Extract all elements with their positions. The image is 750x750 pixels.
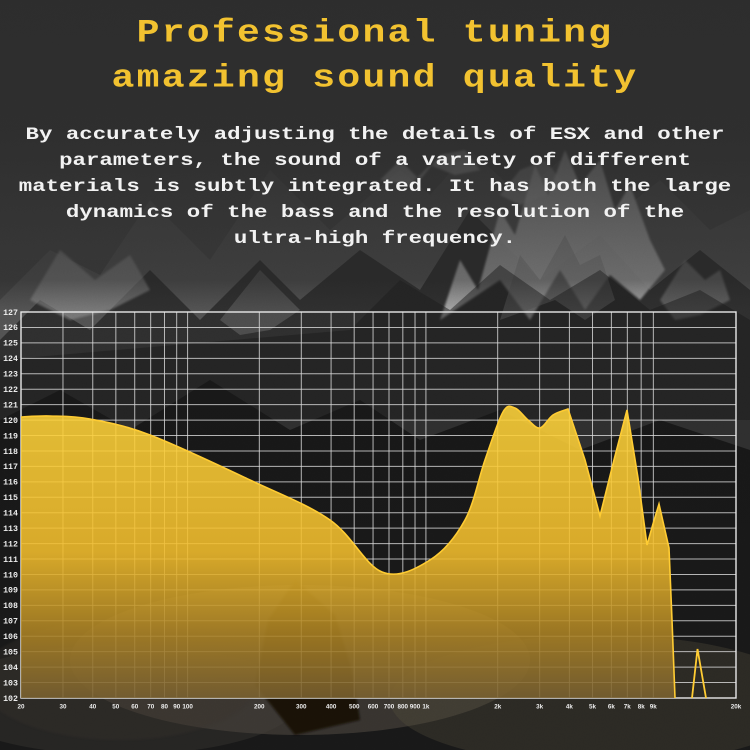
svg-text:200: 200 <box>254 704 265 711</box>
svg-text:5k: 5k <box>589 704 597 711</box>
svg-text:111: 111 <box>3 556 18 565</box>
svg-text:600: 600 <box>368 704 379 711</box>
svg-text:70: 70 <box>147 704 155 711</box>
svg-text:800: 800 <box>398 704 409 711</box>
svg-text:3k: 3k <box>536 704 544 711</box>
svg-text:104: 104 <box>3 664 18 673</box>
svg-text:124: 124 <box>3 355 18 364</box>
svg-text:6k: 6k <box>608 704 616 711</box>
svg-text:8k: 8k <box>638 704 646 711</box>
svg-text:123: 123 <box>3 371 18 380</box>
svg-text:700: 700 <box>384 704 395 711</box>
svg-text:110: 110 <box>3 571 18 580</box>
svg-text:20k: 20k <box>731 704 742 711</box>
svg-text:60: 60 <box>131 704 139 711</box>
svg-text:127: 127 <box>3 309 18 318</box>
svg-text:103: 103 <box>3 679 18 688</box>
svg-text:1k: 1k <box>422 704 430 711</box>
svg-text:2k: 2k <box>494 704 502 711</box>
svg-text:4k: 4k <box>566 704 574 711</box>
svg-text:105: 105 <box>3 649 18 658</box>
svg-text:118: 118 <box>3 448 18 457</box>
svg-text:106: 106 <box>3 633 18 642</box>
svg-text:100: 100 <box>182 704 193 711</box>
svg-text:116: 116 <box>3 479 18 488</box>
svg-text:80: 80 <box>161 704 169 711</box>
svg-text:119: 119 <box>3 432 18 441</box>
svg-text:117: 117 <box>3 463 18 472</box>
svg-text:115: 115 <box>3 494 18 503</box>
svg-text:102: 102 <box>3 695 18 704</box>
svg-text:90: 90 <box>173 704 181 711</box>
svg-text:30: 30 <box>59 704 67 711</box>
svg-text:108: 108 <box>3 602 18 611</box>
svg-text:126: 126 <box>3 324 18 333</box>
svg-text:120: 120 <box>3 417 18 426</box>
svg-text:300: 300 <box>296 704 307 711</box>
svg-text:500: 500 <box>349 704 360 711</box>
svg-text:114: 114 <box>3 510 18 519</box>
svg-text:122: 122 <box>3 386 18 395</box>
svg-text:40: 40 <box>89 704 97 711</box>
svg-text:112: 112 <box>3 540 18 549</box>
svg-text:20: 20 <box>17 704 25 711</box>
svg-text:113: 113 <box>3 525 18 534</box>
svg-text:9k: 9k <box>650 704 658 711</box>
svg-text:107: 107 <box>3 618 18 627</box>
svg-text:400: 400 <box>326 704 337 711</box>
svg-text:50: 50 <box>112 704 120 711</box>
svg-text:109: 109 <box>3 587 18 596</box>
svg-text:125: 125 <box>3 340 18 349</box>
svg-text:121: 121 <box>3 401 18 410</box>
svg-text:900: 900 <box>410 704 421 711</box>
svg-text:7k: 7k <box>624 704 632 711</box>
